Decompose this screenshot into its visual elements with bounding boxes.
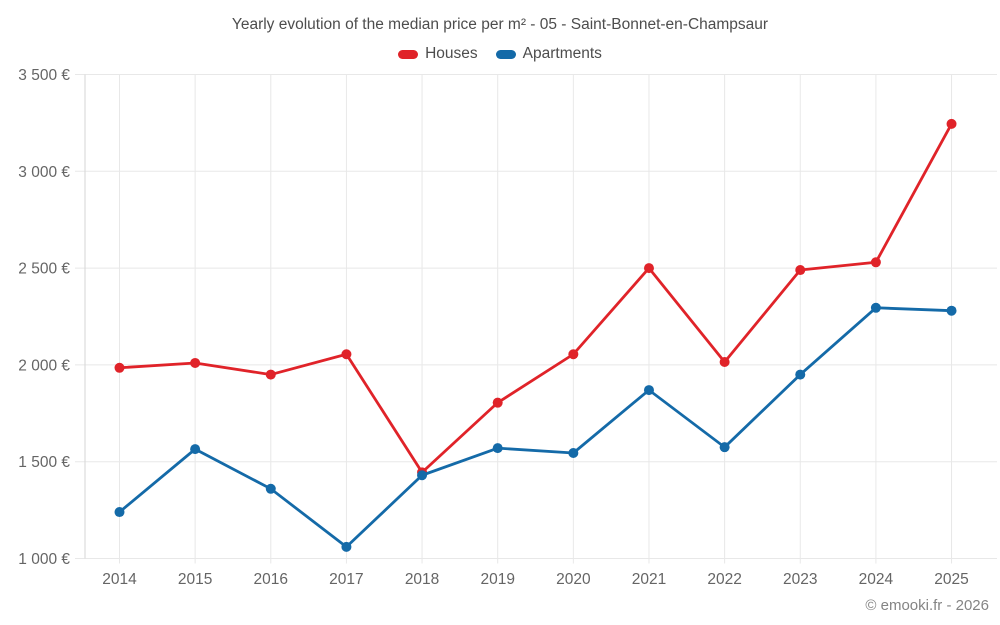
- point-apartments-2023[interactable]: [795, 369, 806, 380]
- x-tick-label: 2019: [480, 571, 514, 588]
- watermark: © emooki.fr - 2026: [865, 597, 989, 614]
- x-tick-label: 2014: [102, 571, 137, 588]
- point-houses-2025[interactable]: [946, 118, 957, 129]
- x-tick-label: 2023: [783, 571, 817, 588]
- y-tick-label: 3 500 €: [18, 67, 70, 84]
- apartments-swatch-icon: [495, 49, 516, 59]
- point-houses-2022[interactable]: [719, 356, 730, 367]
- x-tick-label: 2024: [859, 571, 894, 588]
- point-houses-2016[interactable]: [265, 369, 276, 380]
- point-apartments-2022[interactable]: [719, 442, 730, 453]
- y-tick-label: 3 000 €: [18, 164, 70, 181]
- point-apartments-2016[interactable]: [265, 483, 276, 494]
- point-apartments-2024[interactable]: [870, 302, 881, 313]
- x-tick-label: 2016: [254, 571, 288, 588]
- point-houses-2021[interactable]: [643, 263, 654, 274]
- y-tick-label: 2 500 €: [18, 261, 70, 278]
- point-apartments-2014[interactable]: [114, 507, 125, 518]
- legend-item-houses[interactable]: Houses: [398, 45, 478, 63]
- point-houses-2020[interactable]: [568, 349, 579, 360]
- x-tick-label: 2017: [329, 571, 363, 588]
- point-apartments-2025[interactable]: [946, 305, 957, 316]
- series-line-houses: [118, 122, 953, 474]
- point-houses-2014[interactable]: [114, 362, 125, 373]
- series-line-apartments: [118, 306, 953, 549]
- point-apartments-2019[interactable]: [492, 443, 503, 454]
- point-apartments-2017[interactable]: [341, 541, 352, 552]
- x-tick-label: 2018: [405, 571, 439, 588]
- chart-title: Yearly evolution of the median price per…: [231, 16, 769, 33]
- y-tick-label: 1 500 €: [18, 454, 70, 471]
- x-tick-label: 2015: [178, 571, 212, 588]
- y-tick-label: 2 000 €: [18, 357, 70, 374]
- point-apartments-2018[interactable]: [417, 470, 428, 481]
- point-houses-2019[interactable]: [492, 397, 503, 408]
- y-tick-label: 1 000 €: [18, 551, 70, 568]
- x-tick-label: 2025: [934, 571, 968, 588]
- x-tick-label: 2020: [556, 571, 591, 588]
- point-houses-2024[interactable]: [870, 257, 881, 268]
- legend-label-houses: Houses: [425, 45, 478, 62]
- legend-label-apartments: Apartments: [522, 45, 602, 62]
- x-tick-label: 2021: [632, 571, 666, 588]
- point-apartments-2021[interactable]: [643, 385, 654, 396]
- legend-item-apartments[interactable]: Apartments: [495, 45, 602, 63]
- point-houses-2017[interactable]: [341, 349, 352, 360]
- point-houses-2023[interactable]: [795, 265, 806, 276]
- houses-swatch-icon: [398, 49, 419, 59]
- legend: Houses Apartments: [0, 45, 1000, 63]
- point-apartments-2020[interactable]: [568, 447, 579, 458]
- point-apartments-2015[interactable]: [190, 444, 201, 455]
- x-tick-label: 2022: [707, 571, 741, 588]
- point-houses-2015[interactable]: [190, 357, 201, 368]
